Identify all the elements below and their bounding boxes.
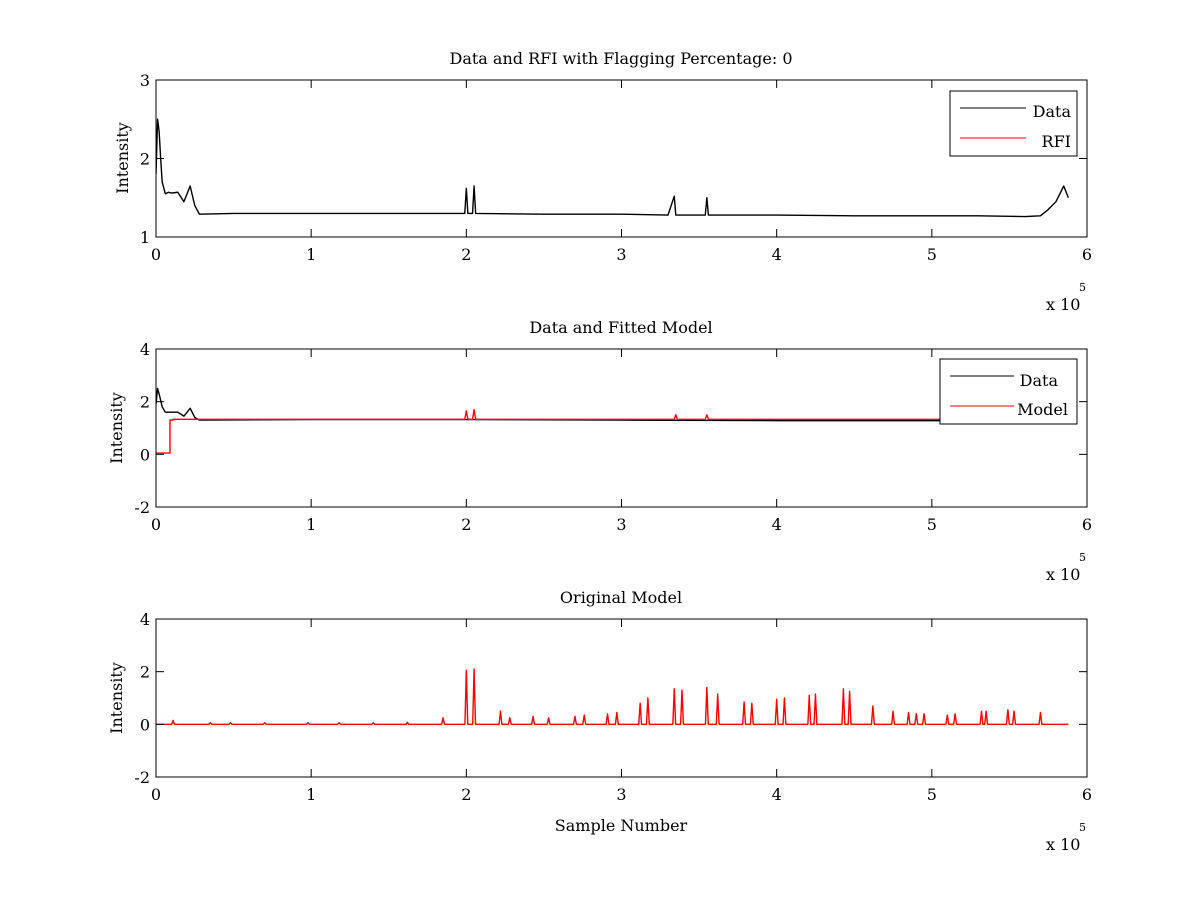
- x-tick-label: 3: [616, 515, 626, 534]
- x-tick-label: 5: [927, 515, 937, 534]
- x-tick-label: 1: [306, 515, 316, 534]
- x-tick-label: 3: [616, 785, 626, 804]
- series-model-line: [156, 668, 1069, 726]
- subplot-3-exponent-power: 5: [1079, 821, 1086, 834]
- subplot-3-exponent-base: x 10: [1046, 835, 1080, 854]
- subplot-1-exponent-power: 5: [1079, 281, 1086, 294]
- x-tick-label: 2: [461, 515, 471, 534]
- subplot-1-exponent: x 10 5: [1046, 281, 1086, 314]
- plot-area: [156, 80, 1087, 237]
- x-tick-label: 6: [1082, 515, 1092, 534]
- plot-area: [156, 349, 1087, 507]
- x-tick-label: 6: [1082, 245, 1092, 264]
- x-tick-label: 0: [151, 515, 161, 534]
- subplot-3-title: Original Model: [560, 588, 682, 607]
- y-tick-label: 4: [140, 610, 150, 629]
- legend-label-data: Data: [1020, 371, 1059, 390]
- subplot-2-title: Data and Fitted Model: [529, 318, 712, 337]
- legend-box: [949, 90, 1078, 157]
- y-tick-label: 0: [140, 715, 150, 734]
- x-tick-label: 6: [1082, 785, 1092, 804]
- plot-series-group: [156, 668, 1069, 726]
- subplot-3-xlabel: Sample Number: [555, 816, 688, 835]
- y-tick-label: -2: [134, 768, 150, 787]
- x-tick-label: 0: [151, 245, 161, 264]
- x-tick-label: 1: [306, 785, 316, 804]
- legend-label-model: Model: [1017, 400, 1068, 419]
- x-tick-label: 1: [306, 245, 316, 264]
- legend-box: [939, 358, 1078, 425]
- x-tick-label: 2: [461, 785, 471, 804]
- plot-area: [156, 619, 1087, 777]
- x-tick-label: 4: [772, 245, 782, 264]
- legend-label-data: Data: [1033, 102, 1072, 121]
- subplot-2-legend: Data Model: [939, 358, 1078, 425]
- x-tick-label: 0: [151, 785, 161, 804]
- y-tick-label: 1: [140, 228, 150, 247]
- plot-series-group: [156, 118, 1070, 218]
- subplot-2-exponent-power: 5: [1079, 551, 1086, 564]
- x-tick-label: 4: [772, 785, 782, 804]
- x-tick-label: 3: [616, 245, 626, 264]
- subplot-1-legend: Data RFI: [949, 90, 1078, 157]
- subplot-3-ylabel: Intensity: [107, 662, 126, 734]
- subplot-2-exponent: x 10 5: [1046, 551, 1086, 584]
- y-tick-label: 2: [140, 663, 150, 682]
- subplot-1-title: Data and RFI with Flagging Percentage: 0: [449, 49, 792, 68]
- y-tick-label: 2: [140, 393, 150, 412]
- subplot-1-exponent-base: x 10: [1046, 295, 1080, 314]
- x-tick-label: 5: [927, 245, 937, 264]
- x-tick-label: 5: [927, 785, 937, 804]
- subplot-2-ylabel: Intensity: [107, 392, 126, 464]
- subplot-2-exponent-base: x 10: [1046, 565, 1080, 584]
- y-tick-label: 2: [140, 150, 150, 169]
- legend-label-rfi: RFI: [1042, 132, 1071, 151]
- series-data-line: [156, 387, 1069, 422]
- series-data-line: [156, 118, 1070, 218]
- subplot-3-exponent: x 10 5: [1046, 821, 1086, 854]
- plot-series-group: [156, 387, 1069, 454]
- subplot-1-ylabel: Intensity: [113, 122, 132, 194]
- x-tick-label: 4: [772, 515, 782, 534]
- y-tick-label: 3: [140, 71, 150, 90]
- y-tick-label: -2: [134, 498, 150, 517]
- series-model-line: [156, 408, 1069, 454]
- y-tick-label: 4: [140, 340, 150, 359]
- x-tick-label: 2: [461, 245, 471, 264]
- y-tick-label: 0: [140, 445, 150, 464]
